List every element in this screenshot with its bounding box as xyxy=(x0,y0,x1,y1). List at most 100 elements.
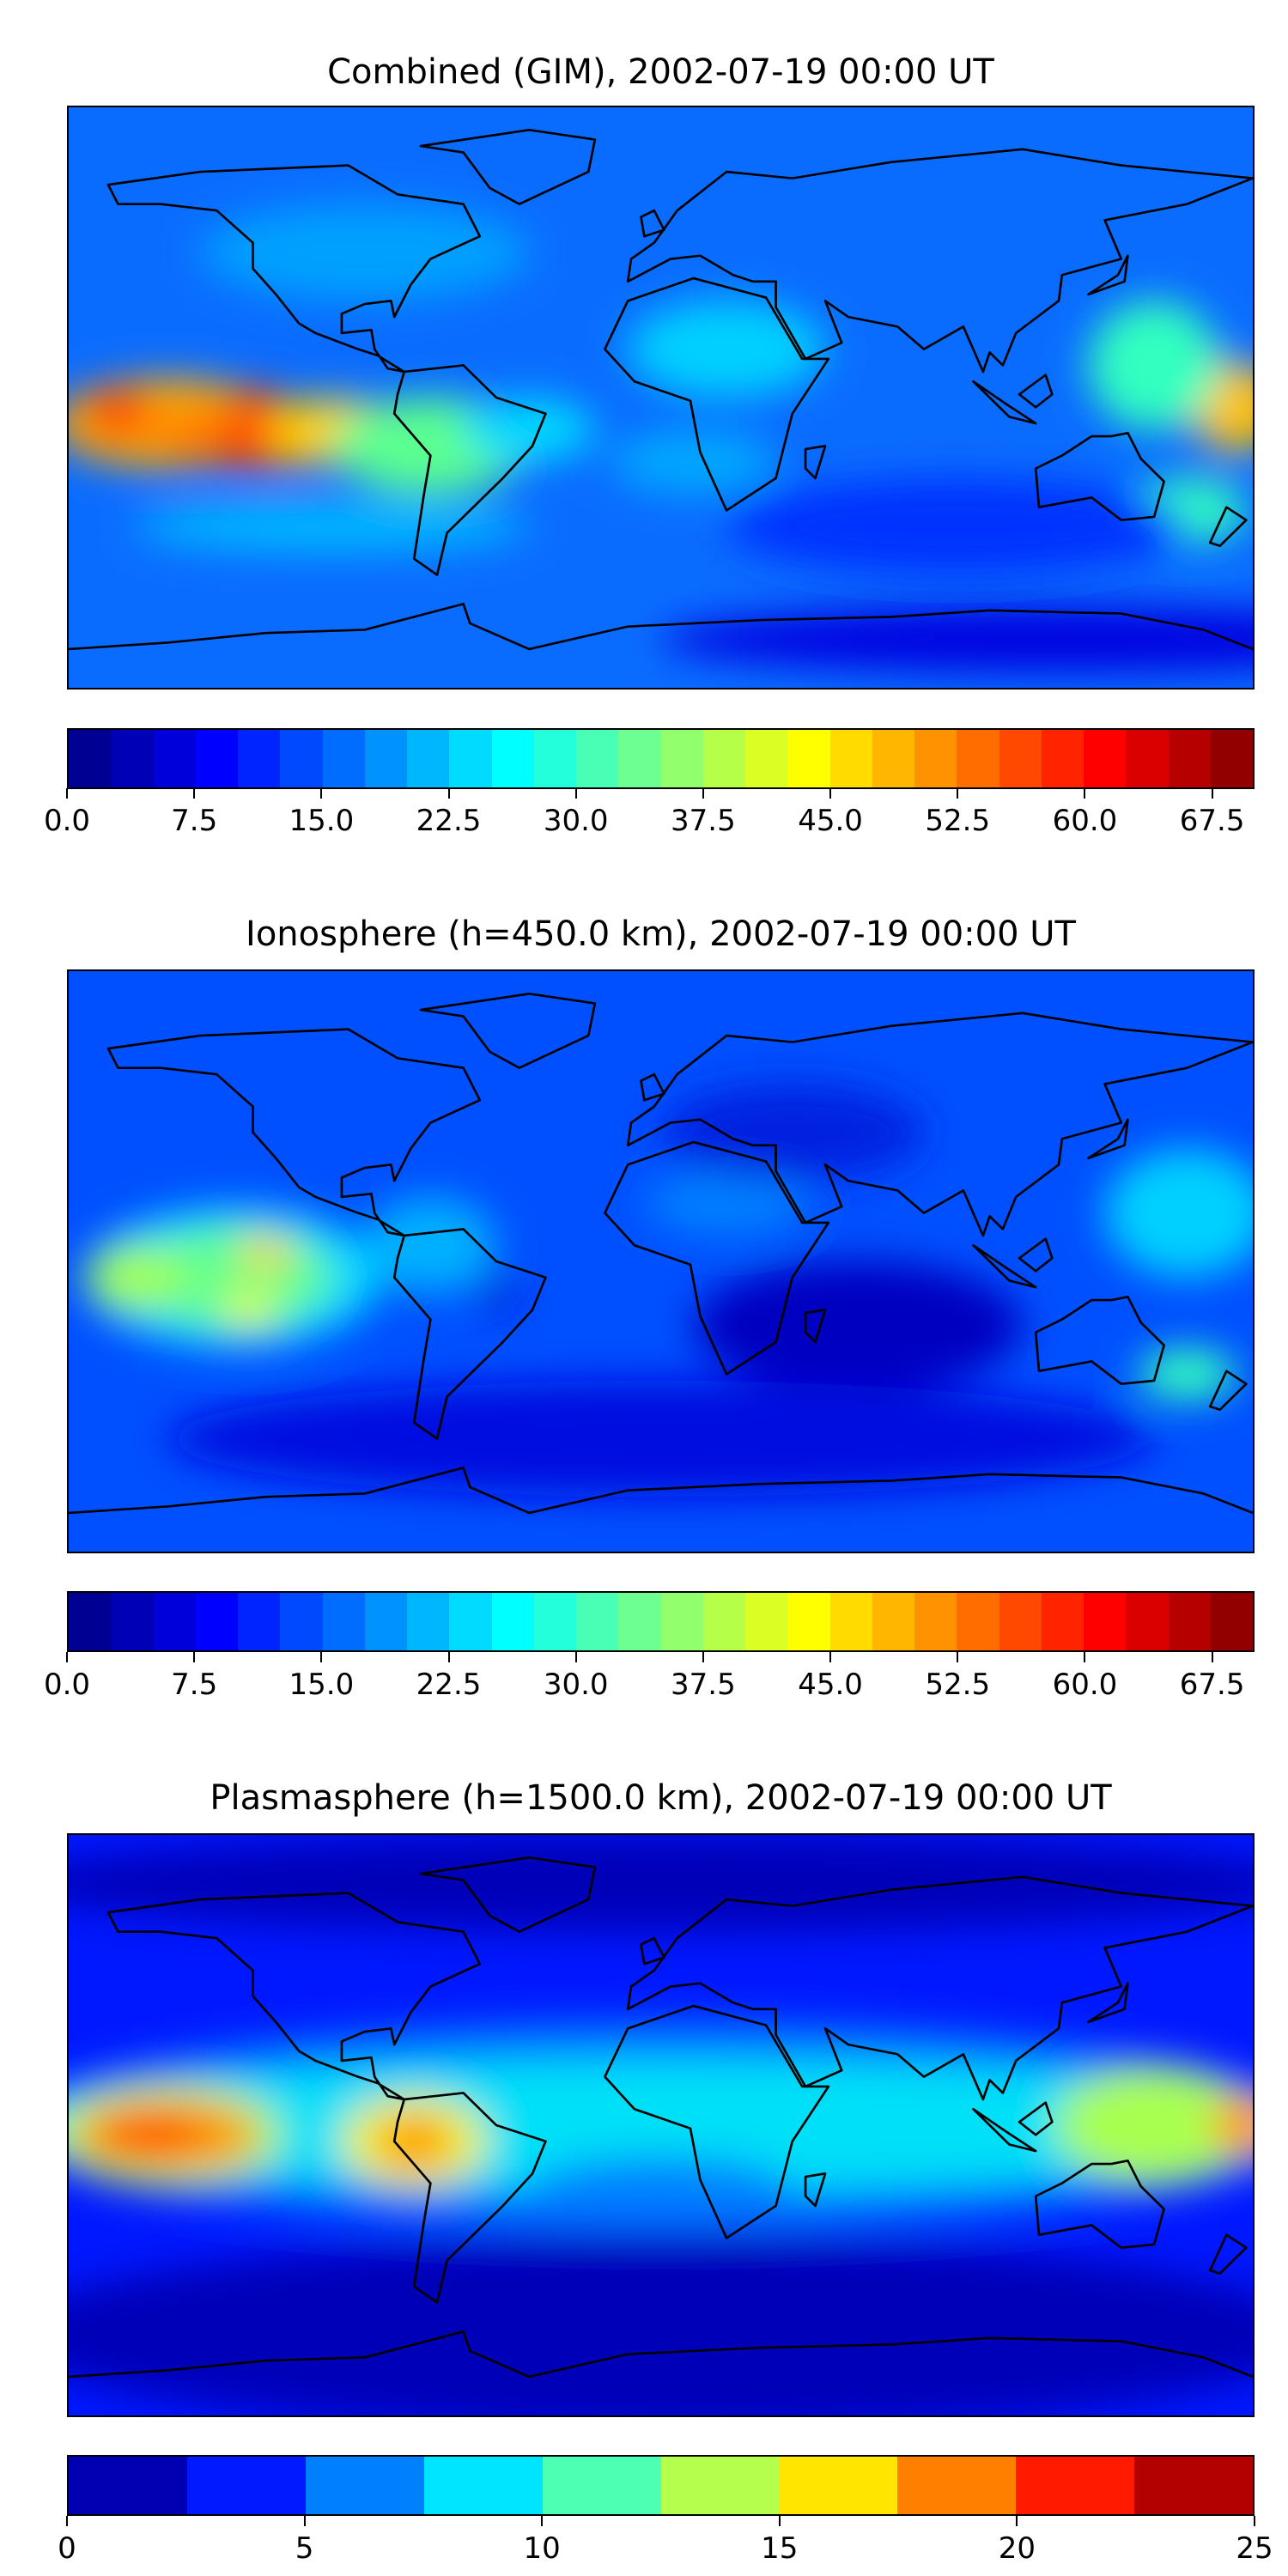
colorbar-tick-label: 45.0 xyxy=(798,1668,863,1702)
tec-region xyxy=(660,607,1253,672)
coastline-indonesia xyxy=(972,1243,1037,1289)
colorbar-segment xyxy=(69,730,112,787)
tec-map-combined xyxy=(69,107,1253,688)
tec-region xyxy=(85,387,151,440)
colorbar-tick xyxy=(1211,1652,1213,1662)
colorbar-tick xyxy=(829,788,832,799)
tec-region xyxy=(167,1380,1155,1498)
colorbar-segment xyxy=(280,730,323,787)
tec-region xyxy=(529,2157,793,2222)
coastline-borneo xyxy=(1018,2101,1054,2136)
colorbar-ticks-ionosphere: 0.0 7.5 15.0 22.5 30.0 37.5 45.0 52.5 60.0 67.5 xyxy=(44,1652,1255,1704)
tec-region xyxy=(223,1290,276,1329)
colorbar-ticks-plasmasphere: 0 5 10 15 20 25 xyxy=(58,2516,1273,2567)
colorbar-tick xyxy=(1084,788,1086,799)
tec-map-plasmasphere xyxy=(69,1835,1253,2415)
tec-region xyxy=(693,1261,1023,1391)
coastline-eurasia xyxy=(626,1875,1253,2101)
colorbar-segment xyxy=(618,730,661,787)
tec-map-ionosphere xyxy=(69,971,1253,1552)
map-title-plasmasphere: Plasmasphere (h=1500.0 km), 2002-07-19 0… xyxy=(210,1778,1112,1818)
colorbar-tick xyxy=(447,788,450,799)
colorbar-segment xyxy=(449,1593,492,1650)
colorbar-tick-label: 60.0 xyxy=(1052,1668,1118,1702)
colorbar-tick xyxy=(1211,788,1213,799)
coastline-australia xyxy=(1034,1295,1165,1386)
colorbar-tick xyxy=(193,1652,196,1662)
colorbar-tick-label: 30.0 xyxy=(543,804,609,838)
map-plasmasphere xyxy=(67,1833,1255,2417)
coastline-japan xyxy=(1087,1118,1129,1160)
tec-region xyxy=(611,429,776,495)
colorbar-tick xyxy=(574,788,577,799)
coastline-antarctica xyxy=(69,1466,1253,1515)
colorbar-segment xyxy=(238,730,281,787)
colorbar-segment xyxy=(449,730,492,787)
colorbar-segment xyxy=(1084,1593,1127,1650)
colorbar-segment xyxy=(1126,730,1169,787)
tec-region xyxy=(463,398,595,463)
colorbar-segment xyxy=(491,730,534,787)
colorbar-tick-label: 25 xyxy=(1236,2531,1273,2566)
colorbar-tick-label: 52.5 xyxy=(925,1668,991,1702)
colorbar-tick-label: 5 xyxy=(295,2531,314,2566)
colorbar-tick xyxy=(447,1652,450,1662)
colorbar-segment xyxy=(897,2457,1017,2514)
coastline-greenland xyxy=(419,992,597,1069)
colorbar-tick-label: 30.0 xyxy=(543,1668,609,1702)
colorbar-segment xyxy=(914,1593,957,1650)
colorbar-tick xyxy=(778,2516,781,2526)
map-ionosphere xyxy=(67,969,1255,1553)
colorbar-segment xyxy=(195,730,238,787)
colorbar-tick xyxy=(541,2516,544,2526)
colorbar-segment xyxy=(1168,730,1211,787)
colorbar-segment xyxy=(407,1593,450,1650)
tec-region xyxy=(233,387,286,421)
colorbar-ticks-combined: 0.0 7.5 15.0 22.5 30.0 37.5 45.0 52.5 60.0 67.5 xyxy=(44,788,1255,840)
tec-region xyxy=(628,301,826,398)
tec-region xyxy=(69,2238,1253,2415)
coastline-africa xyxy=(604,1140,830,1376)
coastline-south-america xyxy=(392,1228,547,1440)
colorbar-tick-label: 60.0 xyxy=(1052,804,1118,838)
coastline-north-america xyxy=(106,164,482,374)
coastline-indonesia xyxy=(972,2107,1037,2153)
colorbar-segment xyxy=(423,2457,543,2514)
colorbar-tick-label: 0.0 xyxy=(43,804,91,838)
colorbar-segment xyxy=(153,1593,196,1650)
colorbar-segment xyxy=(576,1593,619,1650)
tec-region xyxy=(1137,1348,1236,1400)
coastline-antarctica xyxy=(69,2330,1253,2379)
colorbar-tick-label: 22.5 xyxy=(416,1668,482,1702)
colorbar-ionosphere xyxy=(67,1591,1255,1652)
colorbar-segment xyxy=(829,1593,872,1650)
coastline-south-america xyxy=(392,2092,547,2304)
colorbar-segment xyxy=(702,730,745,787)
tec-region xyxy=(1213,2093,1253,2158)
colorbar-tick xyxy=(66,788,68,799)
colorbar-segment xyxy=(660,2457,780,2514)
map-combined xyxy=(67,106,1255,690)
tec-region xyxy=(1055,2067,1253,2184)
colorbar-segment xyxy=(872,730,914,787)
colorbar-segment xyxy=(1084,730,1127,787)
colorbar-segment xyxy=(1168,1593,1211,1650)
colorbar-tick xyxy=(957,1652,959,1662)
tec-region xyxy=(240,1235,293,1268)
tec-region xyxy=(69,1835,1253,1932)
colorbar-segment xyxy=(322,1593,365,1650)
tec-region xyxy=(364,1196,496,1294)
colorbar-tick-label: 15 xyxy=(761,2531,799,2566)
colorbar-segment xyxy=(576,730,619,787)
coastline-japan xyxy=(1087,1982,1129,2024)
colorbar-tick xyxy=(574,1652,577,1662)
colorbar-tick xyxy=(1084,1652,1086,1662)
colorbar-tick-label: 0.0 xyxy=(43,1668,91,1702)
tec-region xyxy=(726,477,1188,575)
colorbar-tick-label: 22.5 xyxy=(416,804,482,838)
colorbar-segment xyxy=(280,1593,323,1650)
colorbar-segment xyxy=(745,1593,788,1650)
colorbar-segment xyxy=(1126,1593,1169,1650)
coastline-australia xyxy=(1034,2159,1165,2250)
colorbar-segment xyxy=(1134,2457,1254,2514)
